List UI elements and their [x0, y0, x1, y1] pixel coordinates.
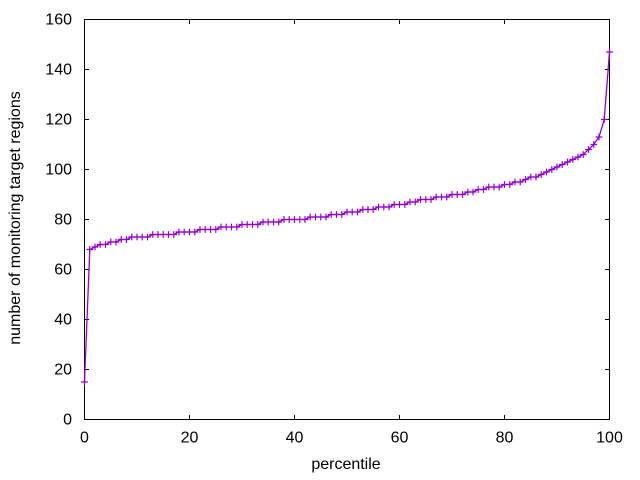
svg-text:120: 120	[45, 112, 72, 129]
svg-text:number of monitoring target re: number of monitoring target regions	[7, 91, 24, 344]
svg-text:100: 100	[596, 429, 623, 446]
svg-text:40: 40	[54, 312, 72, 329]
svg-text:0: 0	[80, 429, 89, 446]
svg-text:60: 60	[54, 262, 72, 279]
svg-text:20: 20	[181, 429, 199, 446]
svg-text:20: 20	[54, 362, 72, 379]
svg-text:80: 80	[496, 429, 514, 446]
svg-text:percentile: percentile	[311, 456, 380, 473]
svg-text:0: 0	[63, 412, 72, 429]
svg-text:160: 160	[45, 12, 72, 29]
svg-text:80: 80	[54, 212, 72, 229]
svg-text:100: 100	[45, 162, 72, 179]
svg-text:140: 140	[45, 62, 72, 79]
svg-text:40: 40	[286, 429, 304, 446]
svg-text:60: 60	[391, 429, 409, 446]
